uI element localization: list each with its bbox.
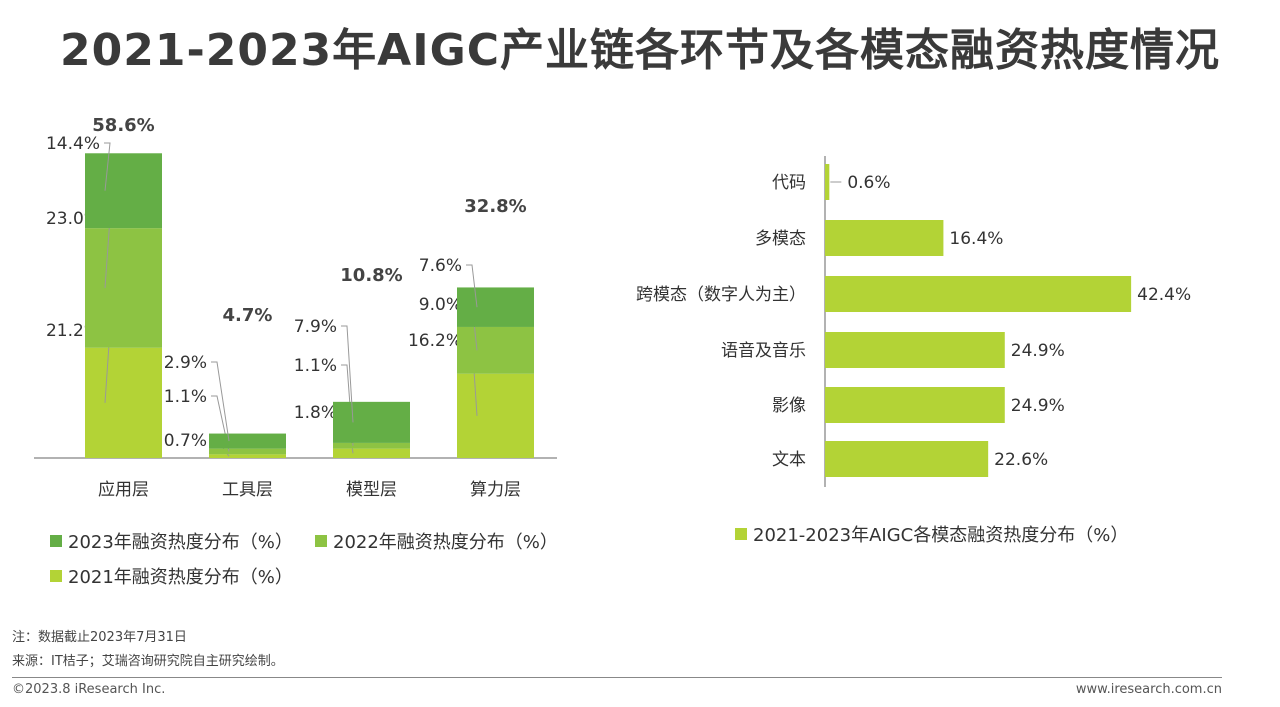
leader-line bbox=[211, 395, 230, 452]
data-label: 7.9% bbox=[294, 317, 337, 337]
legend-modality-swatch bbox=[735, 528, 747, 540]
data-label: 2.9% bbox=[164, 353, 207, 373]
data-label: 1.1% bbox=[294, 356, 337, 376]
legend-2023-swatch bbox=[50, 535, 62, 547]
data-label: 7.6% bbox=[419, 256, 462, 276]
data-label: 24.9% bbox=[1011, 341, 1065, 361]
category-label: 影像 bbox=[772, 396, 806, 416]
data-label: 24.9% bbox=[1011, 396, 1065, 416]
category-label: 文本 bbox=[772, 450, 806, 470]
legend-modality: 2021-2023年AIGC各模态融资热度分布（%） bbox=[735, 521, 1128, 547]
total-label: 58.6% bbox=[92, 115, 154, 136]
category-label: 工具层 bbox=[222, 480, 273, 500]
data-label: 0.7% bbox=[164, 431, 207, 451]
leader-line bbox=[104, 142, 111, 191]
leader-line bbox=[466, 264, 478, 308]
bar-segment bbox=[85, 153, 162, 229]
data-label: 1.8% bbox=[294, 403, 337, 423]
page-title: 2021-2023年AIGC产业链各环节及各模态融资热度情况 bbox=[59, 25, 1220, 76]
copyright: ©2023.8 iResearch Inc. bbox=[12, 682, 166, 697]
bar-segment bbox=[457, 326, 534, 374]
leader-line bbox=[341, 325, 354, 423]
legend-modality-label: 2021-2023年AIGC各模态融资热度分布（%） bbox=[753, 525, 1129, 546]
total-label: 4.7% bbox=[223, 305, 273, 326]
data-label: 0.6% bbox=[847, 173, 890, 193]
bar-segment bbox=[333, 401, 410, 443]
total-label: 10.8% bbox=[340, 265, 402, 286]
website-link[interactable]: www.iresearch.com.cn bbox=[1075, 682, 1222, 697]
data-label: 14.4% bbox=[46, 134, 100, 154]
data-label: 42.4% bbox=[1137, 285, 1191, 305]
category-label: 多模态 bbox=[755, 229, 806, 249]
legend-2022-swatch bbox=[315, 535, 327, 547]
data-label: 22.6% bbox=[994, 450, 1048, 470]
leader-line bbox=[211, 361, 230, 442]
bar bbox=[825, 164, 830, 200]
data-label: 16.4% bbox=[949, 229, 1003, 249]
legend-2021-swatch bbox=[50, 570, 62, 582]
bar bbox=[825, 276, 1132, 312]
legend-2023-label: 2023年融资热度分布（%） bbox=[68, 532, 293, 553]
bar-segment bbox=[457, 373, 534, 458]
legend-2023: 2023年融资热度分布（%） bbox=[50, 528, 293, 554]
category-label: 模型层 bbox=[346, 480, 397, 500]
category-label: 语音及音乐 bbox=[721, 341, 806, 361]
data-label: 9.0% bbox=[419, 295, 462, 315]
legend-2022: 2022年融资热度分布（%） bbox=[315, 528, 558, 554]
category-label: 算力层 bbox=[470, 480, 521, 500]
horizontal-bar-chart: 代码 0.6% 多模态 16.4% 跨模态（数字人为主） 42.4% 语音及音乐 24.9% 影… bbox=[636, 156, 1191, 487]
bar-segment bbox=[85, 347, 162, 458]
total-label: 32.8% bbox=[464, 196, 526, 217]
category-label: 跨模态（数字人为主） bbox=[636, 285, 806, 305]
bar bbox=[825, 220, 944, 256]
legend-2021-label: 2021年融资热度分布（%） bbox=[68, 567, 293, 588]
legend-2022-label: 2022年融资热度分布（%） bbox=[333, 532, 558, 553]
bar-segment bbox=[209, 454, 286, 458]
bar-segment bbox=[333, 442, 410, 449]
bar-segment bbox=[333, 448, 410, 458]
data-label: 1.1% bbox=[164, 387, 207, 407]
data-label: 16.2% bbox=[408, 331, 462, 351]
category-label: 应用层 bbox=[98, 480, 149, 500]
source-note: 来源：IT桔子；艾瑞咨询研究院自主研究绘制。 bbox=[12, 654, 284, 669]
stacked-bar-chart: 21.2%23.0%14.4%58.6%应用层0.7%1.1%2.9%4.7%工… bbox=[34, 115, 557, 500]
bar-segment bbox=[209, 433, 286, 449]
data-note: 注：数据截止2023年7月31日 bbox=[12, 630, 187, 645]
footer-divider bbox=[12, 677, 1222, 678]
bar bbox=[825, 332, 1005, 368]
category-label: 代码 bbox=[772, 173, 806, 193]
bar-segment bbox=[209, 448, 286, 455]
bar bbox=[825, 387, 1005, 423]
legend-2021: 2021年融资热度分布（%） bbox=[50, 563, 293, 589]
bar-segment bbox=[457, 287, 534, 327]
bar-segment bbox=[85, 228, 162, 348]
bar bbox=[825, 441, 989, 477]
